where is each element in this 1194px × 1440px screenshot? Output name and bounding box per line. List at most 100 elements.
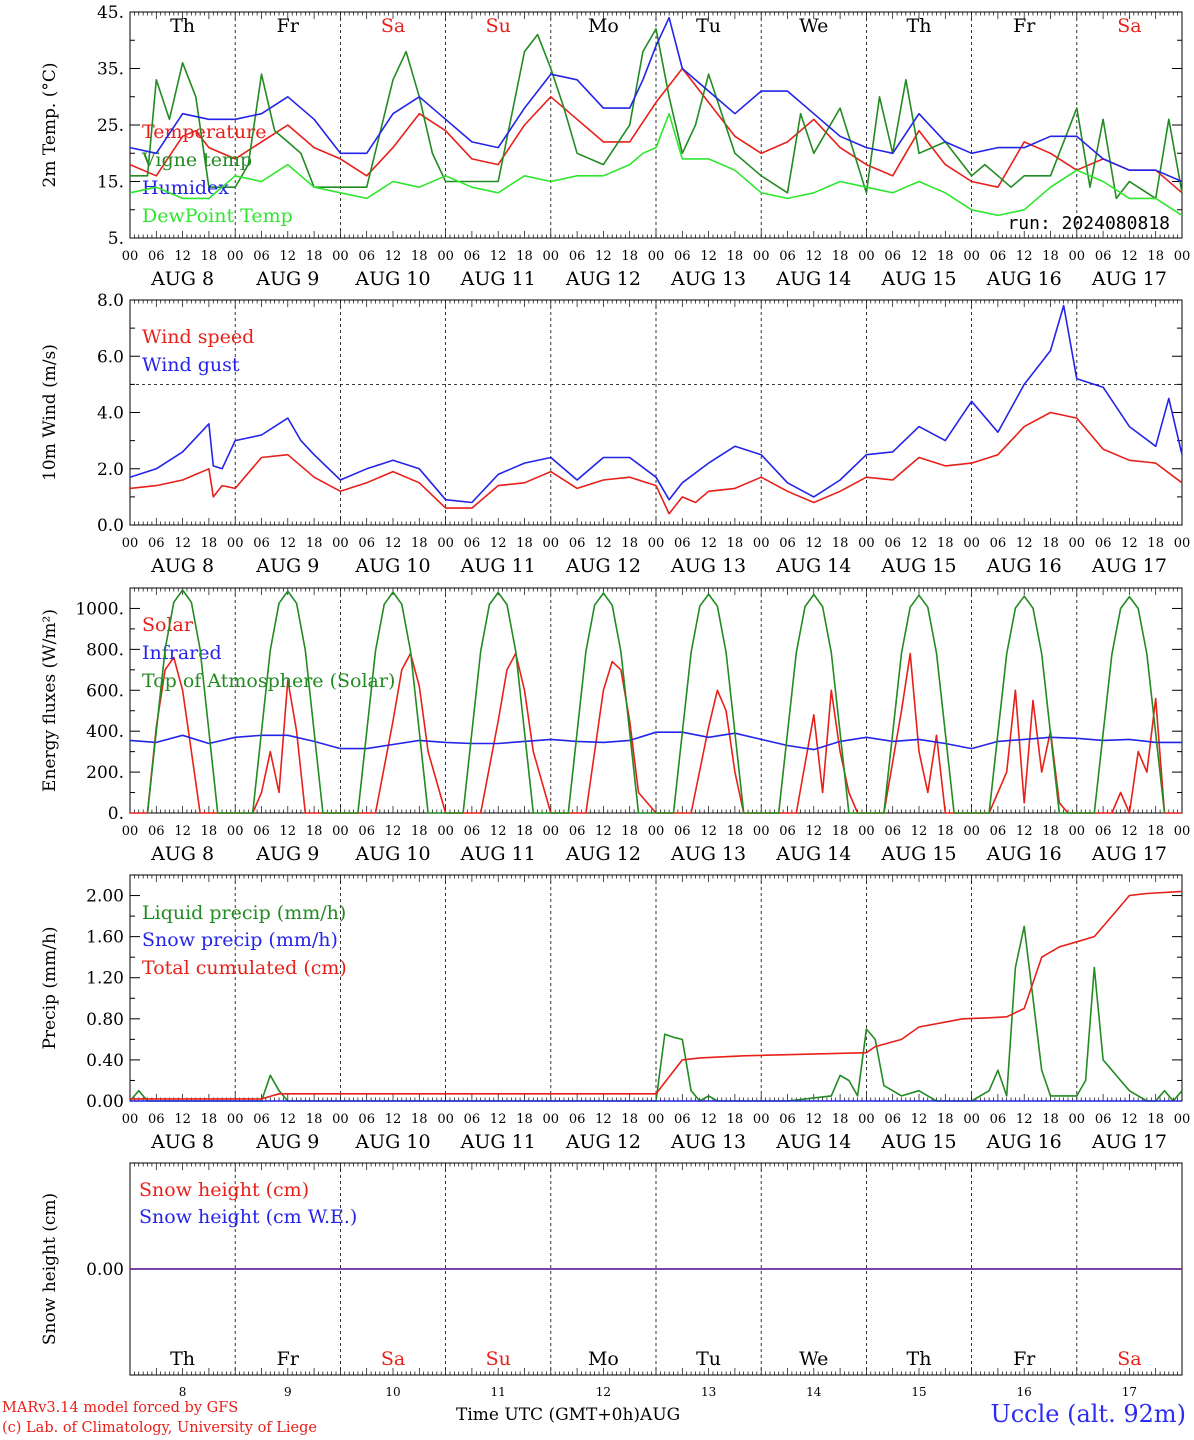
date-label: AUG 15 (880, 1131, 956, 1153)
hour-label: 18 (621, 824, 638, 839)
hour-label: 00 (543, 249, 560, 264)
hour-label: 00 (963, 536, 980, 551)
hour-label: 18 (516, 249, 533, 264)
hour-label: 12 (700, 536, 717, 551)
hour-label: 12 (280, 824, 297, 839)
day-name: Th (907, 1348, 932, 1370)
legend-entry: Solar (142, 614, 194, 636)
hour-label: 00 (753, 824, 770, 839)
date-label: AUG 13 (670, 1131, 746, 1153)
legend-entry: Snow height (cm) (139, 1179, 309, 1201)
date-label: AUG 13 (670, 843, 746, 865)
hour-label: 12 (280, 536, 297, 551)
hour-label: 00 (963, 1112, 980, 1127)
hour-label: 18 (937, 824, 954, 839)
day-name: Fr (1013, 1348, 1036, 1370)
day-name: Th (170, 15, 195, 37)
hour-label: 06 (253, 1112, 270, 1127)
hour-label: 18 (832, 1112, 849, 1127)
station-label: Uccle (alt. 92m) (990, 1400, 1186, 1428)
date-label: AUG 9 (255, 555, 319, 577)
hour-label: 12 (911, 824, 928, 839)
hour-label: 06 (464, 824, 481, 839)
legend-entry: Snow height (cm W.E.) (139, 1206, 357, 1228)
y-tick-label: 0. (108, 804, 124, 824)
hour-label: 00 (332, 1112, 349, 1127)
day-number: 14 (806, 1385, 822, 1399)
hour-label: 18 (306, 536, 323, 551)
hour-label: 12 (174, 1112, 191, 1127)
day-name: We (799, 1348, 828, 1370)
hour-label: 06 (148, 249, 165, 264)
hour-label: 12 (806, 249, 823, 264)
date-label: AUG 9 (255, 268, 319, 290)
hour-label: 18 (1042, 249, 1059, 264)
hour-label: 06 (569, 824, 586, 839)
hour-label: 18 (306, 1112, 323, 1127)
hour-label: 12 (806, 1112, 823, 1127)
hour-label: 18 (201, 824, 218, 839)
y-axis-label: Snow height (cm) (40, 1193, 60, 1345)
hour-label: 12 (490, 249, 507, 264)
y-tick-label: 15. (97, 173, 124, 193)
hour-label: 12 (385, 536, 402, 551)
hour-label: 12 (385, 824, 402, 839)
y-tick-label: 600. (86, 681, 124, 701)
hour-label: 12 (174, 536, 191, 551)
hour-label: 12 (1016, 824, 1033, 839)
day-name: Fr (277, 15, 300, 37)
legend-entry: Wind speed (142, 326, 254, 348)
y-tick-label: 0.00 (86, 1092, 124, 1112)
hour-label: 00 (753, 1112, 770, 1127)
y-tick-label: 35. (97, 60, 124, 80)
hour-label: 18 (1042, 536, 1059, 551)
credit-line-2: (c) Lab. of Climatology, University of L… (2, 1420, 317, 1436)
hour-label: 06 (148, 536, 165, 551)
hour-label: 12 (1016, 249, 1033, 264)
date-label: AUG 8 (150, 843, 214, 865)
y-tick-label: 8.0 (97, 291, 124, 311)
hour-label: 06 (358, 249, 375, 264)
day-name: Fr (1013, 15, 1036, 37)
hour-label: 18 (201, 536, 218, 551)
hour-label: 00 (437, 824, 454, 839)
date-label: AUG 10 (354, 555, 430, 577)
hour-label: 06 (358, 1112, 375, 1127)
y-tick-label: 4.0 (97, 404, 124, 424)
hour-label: 00 (227, 536, 244, 551)
hour-label: 12 (806, 536, 823, 551)
hour-label: 12 (806, 824, 823, 839)
hour-label: 18 (516, 1112, 533, 1127)
date-label: AUG 9 (255, 1131, 319, 1153)
y-tick-label: 0.0 (97, 516, 124, 536)
hour-label: 00 (648, 536, 665, 551)
date-label: AUG 17 (1091, 268, 1167, 290)
hour-label: 18 (411, 249, 428, 264)
hour-label: 00 (648, 824, 665, 839)
day-number: 9 (284, 1385, 292, 1399)
hour-label: 12 (1121, 536, 1138, 551)
date-label: AUG 8 (150, 555, 214, 577)
hour-label: 18 (621, 536, 638, 551)
y-tick-label: 45. (97, 3, 124, 23)
hour-label: 18 (1147, 536, 1164, 551)
credit-line-1: MARv3.14 model forced by GFS (2, 1400, 239, 1416)
hour-label: 18 (727, 1112, 744, 1127)
hour-label: 00 (858, 824, 875, 839)
date-label: AUG 8 (150, 268, 214, 290)
hour-label: 00 (858, 1112, 875, 1127)
hour-label: 12 (490, 536, 507, 551)
date-label: AUG 16 (986, 268, 1062, 290)
date-label: AUG 16 (986, 555, 1062, 577)
y-tick-label: 800. (86, 640, 124, 660)
date-label: AUG 10 (354, 843, 430, 865)
hour-label: 12 (911, 1112, 928, 1127)
legend-entry: Humidex (142, 177, 229, 199)
legend-entry: Top of Atmosphere (Solar) (142, 670, 395, 692)
day-number: 10 (385, 1385, 400, 1399)
day-number: 11 (491, 1385, 506, 1399)
hour-label: 12 (595, 536, 612, 551)
date-label: AUG 16 (986, 843, 1062, 865)
hour-label: 00 (122, 1112, 139, 1127)
hour-label: 06 (358, 536, 375, 551)
